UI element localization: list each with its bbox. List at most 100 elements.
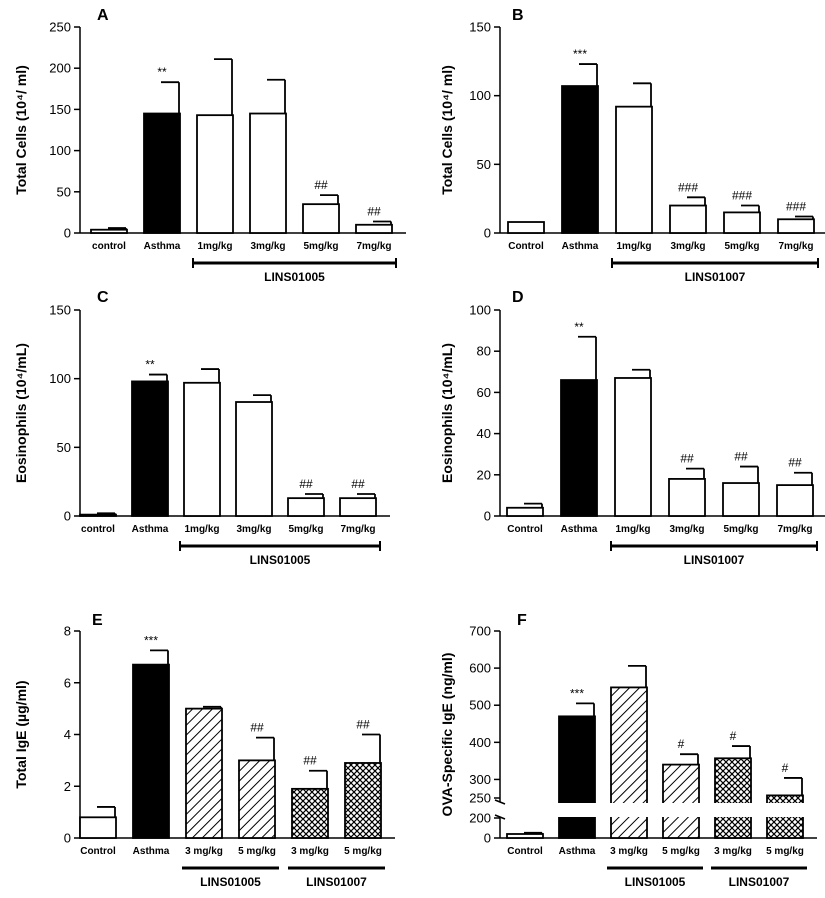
- bar-4: [669, 204, 707, 234]
- group-label: LINS01007: [729, 875, 790, 889]
- group-label: LINS01005: [250, 553, 311, 567]
- bar-5: [722, 482, 760, 517]
- significance-label: #: [730, 729, 737, 743]
- bar-1: [79, 816, 117, 839]
- x-tick-label: Control: [80, 846, 116, 857]
- significance-label: ##: [351, 477, 365, 491]
- x-tick-label: Control: [507, 846, 543, 857]
- y-tick-label: 100: [469, 303, 491, 318]
- axis-break-mark: [494, 799, 506, 805]
- panel-letter: B: [512, 7, 524, 24]
- y-tick-label: 150: [49, 102, 71, 117]
- x-tick-label: Asthma: [144, 241, 181, 252]
- y-tick-label: 100: [49, 371, 71, 386]
- bar-5: [302, 203, 340, 234]
- significance-label: ##: [367, 204, 381, 218]
- y-tick-label: 60: [477, 385, 491, 400]
- panel-letter: D: [512, 289, 524, 306]
- bar-1: [506, 833, 544, 839]
- x-tick-label: 5mg/kg: [723, 524, 758, 535]
- y-tick-label: 2: [64, 779, 71, 794]
- x-tick-label: 3 mg/kg: [714, 846, 752, 857]
- y-tick-label: 6: [64, 675, 71, 690]
- y-axis-label: Eosinophils (10⁴/mL): [13, 343, 29, 483]
- y-tick-label: 300: [469, 772, 491, 787]
- x-tick-label: Asthma: [562, 241, 599, 252]
- x-tick-label: 7mg/kg: [340, 524, 375, 535]
- y-tick-label: 0: [64, 831, 71, 846]
- bar-4: [668, 478, 706, 517]
- x-tick-label: Control: [508, 241, 544, 252]
- axis-break-gap: [557, 803, 597, 817]
- axis-break-mark: [494, 814, 506, 820]
- x-tick-label: 3 mg/kg: [185, 846, 223, 857]
- x-tick-label: 7mg/kg: [356, 241, 391, 252]
- significance-label: ***: [570, 686, 584, 700]
- x-tick-label: 7mg/kg: [778, 241, 813, 252]
- y-tick-label: 400: [469, 735, 491, 750]
- y-axis-label: Eosinophils (10⁴/mL): [439, 343, 455, 483]
- chart-panel-f: F 0 200 250 300 400 500 600 700 OVA-Specific IgE …: [439, 612, 817, 889]
- x-tick-label: 3mg/kg: [250, 241, 285, 252]
- y-tick-label: 0: [484, 831, 491, 846]
- significance-label: ##: [788, 456, 802, 470]
- y-tick-label: 8: [64, 624, 71, 639]
- chart-panel-d: D 0 20 40 60 80 100 Eosinophils (10⁴/mL) Control…: [439, 289, 825, 567]
- bar-6: [339, 497, 377, 517]
- bar-2: [558, 715, 596, 839]
- x-tick-label: 3 mg/kg: [291, 846, 329, 857]
- y-axis-label: Total IgE (µg/ml): [13, 680, 29, 788]
- bar-1: [507, 221, 545, 234]
- x-tick-label: 1mg/kg: [184, 524, 219, 535]
- chart-panel-b: B 0 50 100 150 Total Cells (10⁴/ ml) Control As…: [439, 7, 825, 284]
- significance-label: #: [678, 737, 685, 751]
- bar-6: [344, 762, 382, 839]
- x-tick-label: 5 mg/kg: [766, 846, 804, 857]
- significance-label: ***: [573, 47, 587, 61]
- bar-2: [561, 85, 599, 234]
- bar-5: [723, 211, 761, 234]
- y-tick-label: 200: [469, 811, 491, 826]
- axis-break-gap: [765, 803, 805, 817]
- bar-6: [776, 484, 814, 517]
- bar-3: [183, 381, 221, 517]
- y-tick-label: 50: [57, 440, 71, 455]
- x-tick-label: 5mg/kg: [303, 241, 338, 252]
- panel-letter: A: [97, 7, 109, 24]
- group-label: LINS01007: [685, 270, 746, 284]
- x-tick-label: 5 mg/kg: [344, 846, 382, 857]
- bar-5: [714, 757, 752, 839]
- bar-4: [238, 759, 276, 839]
- significance-label: ##: [303, 754, 317, 768]
- significance-label: ##: [734, 450, 748, 464]
- bar-2: [131, 380, 169, 517]
- bar-2: [560, 379, 598, 517]
- chart-panel-c: C 0 50 100 150 Eosinophils (10⁴/mL) control Ast…: [13, 289, 390, 567]
- bar-4: [249, 112, 287, 234]
- y-tick-label: 50: [477, 157, 491, 172]
- y-tick-label: 0: [484, 226, 491, 241]
- y-axis-label: Total Cells (10⁴/ ml): [13, 65, 29, 195]
- group-label: LINS01005: [264, 270, 325, 284]
- y-tick-label: 200: [49, 61, 71, 76]
- bar-6: [777, 218, 815, 234]
- y-tick-label: 150: [469, 20, 491, 35]
- x-tick-label: 5 mg/kg: [662, 846, 700, 857]
- axis-break-gap: [661, 803, 701, 817]
- significance-label: ###: [786, 200, 806, 214]
- x-tick-label: Control: [507, 524, 543, 535]
- axis-break-gap: [713, 803, 753, 817]
- bar-6: [355, 223, 393, 234]
- bar-5: [287, 497, 325, 517]
- significance-label: ##: [680, 452, 694, 466]
- y-tick-label: 250: [469, 791, 491, 806]
- y-tick-label: 600: [469, 661, 491, 676]
- significance-label: ***: [144, 633, 158, 647]
- y-tick-label: 20: [477, 467, 491, 482]
- bar-1: [90, 228, 128, 234]
- bar-1: [79, 513, 117, 517]
- bar-4: [235, 401, 273, 517]
- group-label: LINS01005: [625, 875, 686, 889]
- y-tick-label: 150: [49, 303, 71, 318]
